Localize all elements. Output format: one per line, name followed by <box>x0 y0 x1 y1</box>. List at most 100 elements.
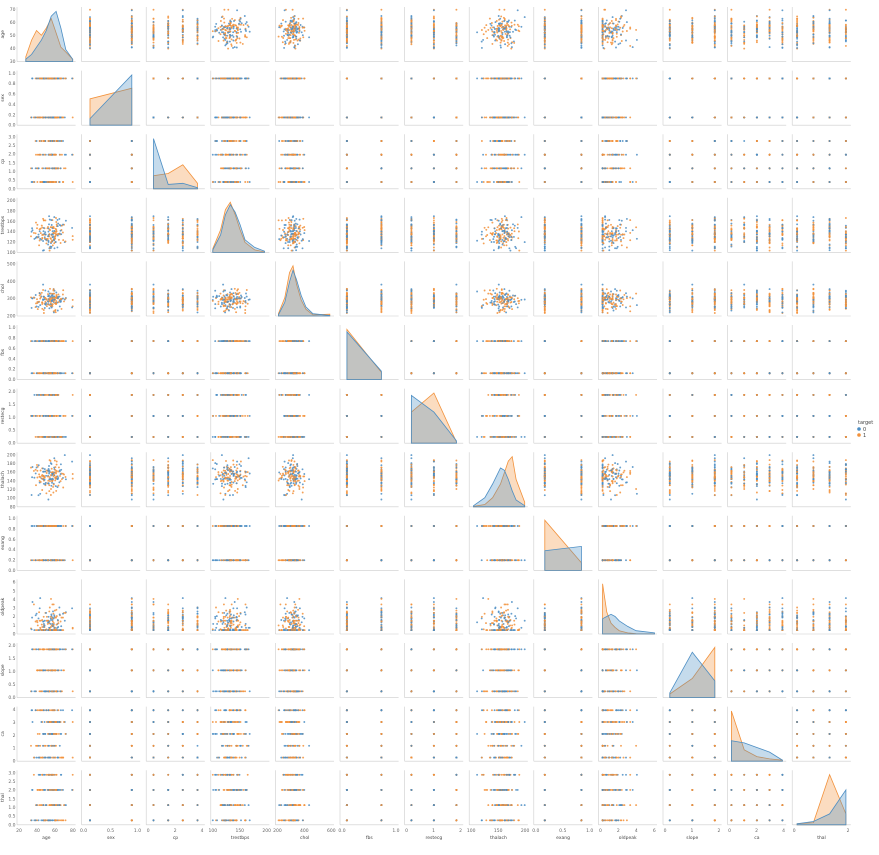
point <box>433 116 435 118</box>
point <box>234 181 236 183</box>
point <box>743 35 745 37</box>
point <box>691 38 693 40</box>
point <box>714 116 716 118</box>
point <box>284 154 286 156</box>
point <box>224 32 226 34</box>
point <box>280 116 282 118</box>
cell-cp-vs-chol <box>275 134 334 189</box>
point <box>296 27 298 29</box>
point <box>626 30 628 32</box>
point <box>410 26 412 28</box>
point <box>503 17 505 19</box>
point <box>499 25 501 27</box>
point <box>153 24 155 26</box>
point <box>346 116 348 118</box>
point <box>230 25 232 27</box>
point <box>346 38 348 40</box>
point <box>246 21 248 23</box>
point <box>224 140 226 142</box>
cell-age-vs-thal <box>792 7 851 62</box>
point <box>216 116 218 118</box>
point <box>288 29 290 31</box>
point <box>243 24 245 26</box>
point <box>231 45 233 47</box>
point <box>346 42 348 44</box>
point <box>496 32 498 34</box>
point <box>380 37 382 39</box>
point <box>517 9 519 11</box>
point <box>481 29 483 31</box>
point <box>232 34 234 36</box>
point <box>31 77 33 79</box>
point <box>691 25 693 27</box>
point <box>212 77 214 79</box>
point <box>308 181 310 183</box>
point <box>380 43 382 45</box>
point <box>433 154 435 156</box>
point <box>89 154 91 156</box>
point <box>232 116 234 118</box>
point <box>829 40 831 42</box>
point <box>380 116 382 118</box>
point <box>781 38 783 40</box>
point <box>455 77 457 79</box>
point <box>714 18 716 20</box>
point <box>812 17 814 19</box>
point <box>730 21 732 23</box>
point <box>625 40 627 42</box>
point <box>455 167 457 169</box>
point <box>505 29 507 31</box>
point <box>410 21 412 23</box>
point <box>286 34 288 36</box>
point <box>618 43 620 45</box>
point <box>691 27 693 29</box>
point <box>153 27 155 29</box>
point <box>230 167 232 169</box>
point <box>580 116 582 118</box>
point <box>221 25 223 27</box>
point <box>508 140 510 142</box>
point <box>829 32 831 34</box>
point <box>781 47 783 49</box>
point <box>216 154 218 156</box>
point <box>616 36 618 38</box>
point <box>301 31 303 33</box>
point <box>602 28 604 30</box>
point <box>500 35 502 37</box>
point <box>238 167 240 169</box>
point <box>153 32 155 34</box>
point <box>829 36 831 38</box>
point <box>730 9 732 11</box>
point <box>55 140 57 142</box>
point <box>612 38 614 40</box>
point <box>294 154 296 156</box>
point <box>605 36 607 38</box>
point <box>410 43 412 45</box>
point <box>455 181 457 183</box>
point <box>53 154 55 156</box>
point <box>49 140 51 142</box>
point <box>36 77 38 79</box>
point <box>730 42 732 44</box>
point <box>602 26 604 28</box>
point <box>756 20 758 22</box>
point <box>89 37 91 39</box>
point <box>455 140 457 142</box>
point <box>294 47 296 49</box>
point <box>769 32 771 34</box>
point <box>829 47 831 49</box>
point <box>220 33 222 35</box>
point <box>131 15 133 17</box>
point <box>131 29 133 31</box>
point <box>636 39 638 41</box>
point <box>500 77 502 79</box>
point <box>513 77 515 79</box>
point <box>511 22 513 24</box>
point <box>616 116 618 118</box>
point <box>31 116 33 118</box>
point <box>498 27 500 29</box>
point <box>781 22 783 24</box>
point <box>433 15 435 17</box>
point <box>613 23 615 25</box>
